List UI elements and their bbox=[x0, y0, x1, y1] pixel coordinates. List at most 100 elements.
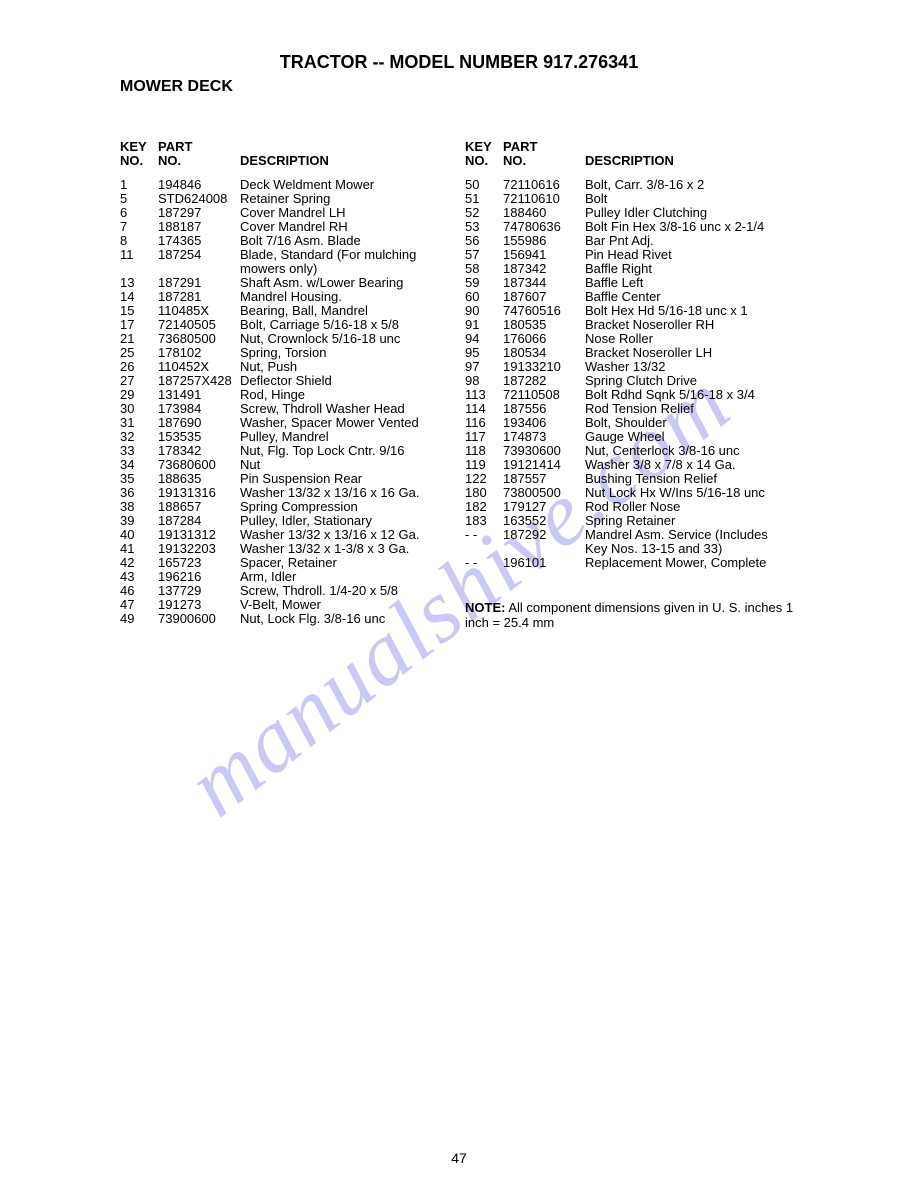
cell-part: 19131312 bbox=[158, 528, 240, 542]
cell-desc: Pin Suspension Rear bbox=[240, 472, 460, 486]
cell-part: 187344 bbox=[503, 276, 585, 290]
cell-part: 19133210 bbox=[503, 360, 585, 374]
table-row: 60187607Baffle Center bbox=[465, 290, 805, 304]
cell-key: 21 bbox=[120, 332, 158, 346]
cell-desc: Mandrel Housing. bbox=[240, 290, 460, 304]
parts-column-right: KEY PART NO. NO. DESCRIPTION 5072110616B… bbox=[465, 140, 805, 570]
table-row: - -196101Replacement Mower, Complete bbox=[465, 556, 805, 570]
cell-desc: Washer, Spacer Mower Vented bbox=[240, 416, 460, 430]
cell-key: 182 bbox=[465, 500, 503, 514]
table-row: 57156941Pin Head Rivet bbox=[465, 248, 805, 262]
table-row: 13187291Shaft Asm. w/Lower Bearing bbox=[120, 276, 460, 290]
table-row: 122187557Bushing Tension Relief bbox=[465, 472, 805, 486]
cell-part: 179127 bbox=[503, 500, 585, 514]
cell-key: - - bbox=[465, 528, 503, 542]
cell-key: 15 bbox=[120, 304, 158, 318]
cell-key: 118 bbox=[465, 444, 503, 458]
parts-column-left: KEY PART NO. NO. DESCRIPTION 1194846Deck… bbox=[120, 140, 460, 626]
cell-part: 196101 bbox=[503, 556, 585, 570]
cell-part: 174873 bbox=[503, 430, 585, 444]
table-row: 15110485XBearing, Ball, Mandrel bbox=[120, 304, 460, 318]
cell-part: 194846 bbox=[158, 178, 240, 192]
note-text: All component dimensions given in U. S. … bbox=[465, 600, 793, 630]
cell-desc: Pulley, Idler, Stationary bbox=[240, 514, 460, 528]
cell-part bbox=[158, 262, 240, 276]
cell-part: 187257X428 bbox=[158, 374, 240, 388]
cell-desc: Blade, Standard (For mulching bbox=[240, 248, 460, 262]
cell-key: 180 bbox=[465, 486, 503, 500]
table-row: 116193406Bolt, Shoulder bbox=[465, 416, 805, 430]
cell-desc: Screw, Thdroll Washer Head bbox=[240, 402, 460, 416]
cell-key: 5 bbox=[120, 192, 158, 206]
cell-desc: Washer 13/32 x 13/16 x 16 Ga. bbox=[240, 486, 460, 500]
table-row: 9074760516Bolt Hex Hd 5/16-18 unc x 1 bbox=[465, 304, 805, 318]
cell-key: 47 bbox=[120, 598, 158, 612]
table-row: 25178102Spring, Torsion bbox=[120, 346, 460, 360]
cell-key bbox=[120, 262, 158, 276]
cell-key: 11 bbox=[120, 248, 158, 262]
table-row: 5172110610Bolt bbox=[465, 192, 805, 206]
cell-key: 32 bbox=[120, 430, 158, 444]
table-row: 59187344Baffle Left bbox=[465, 276, 805, 290]
cell-desc: Spring Compression bbox=[240, 500, 460, 514]
cell-key: - - bbox=[465, 556, 503, 570]
cell-part: 180534 bbox=[503, 346, 585, 360]
cell-part: 176066 bbox=[503, 332, 585, 346]
page-title: TRACTOR -- MODEL NUMBER 917.276341 bbox=[0, 52, 918, 73]
cell-desc: Bolt, Carr. 3/8-16 x 2 bbox=[585, 178, 805, 192]
cell-desc: Washer 3/8 x 7/8 x 14 Ga. bbox=[585, 458, 805, 472]
table-row: 11873930600Nut, Centerlock 3/8-16 unc bbox=[465, 444, 805, 458]
table-row: 6187297Cover Mandrel LH bbox=[120, 206, 460, 220]
cell-part: 187282 bbox=[503, 374, 585, 388]
cell-part: 187342 bbox=[503, 262, 585, 276]
header-key-bot: NO. bbox=[120, 153, 143, 168]
cell-desc: Replacement Mower, Complete bbox=[585, 556, 805, 570]
cell-part: 180535 bbox=[503, 318, 585, 332]
table-row: 2173680500Nut, Crownlock 5/16-18 unc bbox=[120, 332, 460, 346]
cell-key: 14 bbox=[120, 290, 158, 304]
cell-key: 59 bbox=[465, 276, 503, 290]
cell-desc: Rod Tension Relief bbox=[585, 402, 805, 416]
cell-key: 8 bbox=[120, 234, 158, 248]
table-row: 27187257X428Deflector Shield bbox=[120, 374, 460, 388]
cell-part: 74780636 bbox=[503, 220, 585, 234]
cell-key: 42 bbox=[120, 556, 158, 570]
cell-part: 137729 bbox=[158, 584, 240, 598]
table-row: - -187292Mandrel Asm. Service (Includes bbox=[465, 528, 805, 542]
note-label: NOTE: bbox=[465, 600, 505, 615]
table-row: 43196216Arm, Idler bbox=[120, 570, 460, 584]
table-row: 8174365Bolt 7/16 Asm. Blade bbox=[120, 234, 460, 248]
cell-part: 188460 bbox=[503, 206, 585, 220]
cell-part: STD624008 bbox=[158, 192, 240, 206]
cell-key: 17 bbox=[120, 318, 158, 332]
cell-part: 187607 bbox=[503, 290, 585, 304]
cell-desc: V-Belt, Mower bbox=[240, 598, 460, 612]
cell-key: 35 bbox=[120, 472, 158, 486]
cell-desc: Bolt Rdhd Sqnk 5/16-18 x 3/4 bbox=[585, 388, 805, 402]
header-key-top: KEY bbox=[120, 139, 147, 154]
table-row: 5374780636Bolt Fin Hex 3/8-16 unc x 2-1/… bbox=[465, 220, 805, 234]
cell-desc: Nut, Crownlock 5/16-18 unc bbox=[240, 332, 460, 346]
cell-part: 131491 bbox=[158, 388, 240, 402]
cell-key: 50 bbox=[465, 178, 503, 192]
cell-desc: Cover Mandrel RH bbox=[240, 220, 460, 234]
parts-rows-left: 1194846Deck Weldment Mower5STD624008Reta… bbox=[120, 178, 460, 626]
table-row: 33178342Nut, Flg. Top Lock Cntr. 9/16 bbox=[120, 444, 460, 458]
cell-desc: Pin Head Rivet bbox=[585, 248, 805, 262]
table-row: 32153535Pulley, Mandrel bbox=[120, 430, 460, 444]
cell-part: 178342 bbox=[158, 444, 240, 458]
cell-desc: Baffle Center bbox=[585, 290, 805, 304]
cell-part: 187292 bbox=[503, 528, 585, 542]
cell-key: 51 bbox=[465, 192, 503, 206]
table-row: 182179127Rod Roller Nose bbox=[465, 500, 805, 514]
cell-part: 19121414 bbox=[503, 458, 585, 472]
cell-desc: Nut, Push bbox=[240, 360, 460, 374]
table-row: 11187254Blade, Standard (For mulching bbox=[120, 248, 460, 262]
cell-desc: Bolt Fin Hex 3/8-16 unc x 2-1/4 bbox=[585, 220, 805, 234]
cell-key: 49 bbox=[120, 612, 158, 626]
cell-key: 122 bbox=[465, 472, 503, 486]
cell-part: 188635 bbox=[158, 472, 240, 486]
cell-desc: Nut, Lock Flg. 3/8-16 unc bbox=[240, 612, 460, 626]
column-header: KEY PART bbox=[120, 140, 460, 154]
table-row: 56155986Bar Pnt Adj. bbox=[465, 234, 805, 248]
